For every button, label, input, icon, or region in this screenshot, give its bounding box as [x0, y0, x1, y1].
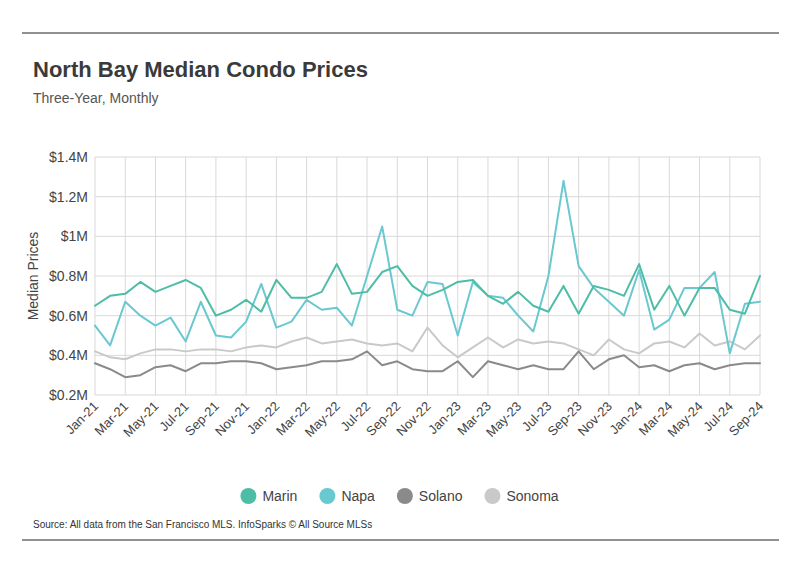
series-line [95, 264, 760, 316]
x-grid-line [729, 157, 730, 395]
y-tick-label: $1.2M [49, 189, 88, 205]
legend-swatch [484, 488, 500, 504]
x-tick-label: May-22 [302, 399, 343, 440]
x-tick-label: Sep-24 [726, 399, 766, 439]
x-grid-line [397, 157, 398, 395]
x-grid-line [246, 157, 247, 395]
x-grid-line [276, 157, 277, 395]
x-grid-line [639, 157, 640, 395]
x-tick-label: Nov-21 [212, 399, 252, 439]
y-tick-label: $1M [61, 228, 88, 244]
x-grid-line [306, 157, 307, 395]
legend-item: Marin [240, 488, 297, 504]
y-axis-label: Median Prices [25, 232, 41, 321]
top-rule [22, 33, 779, 34]
y-tick-label: $0.6M [49, 308, 88, 324]
series-line [95, 181, 760, 354]
subtitle: Three-Year, Monthly [33, 90, 159, 106]
legend-swatch [397, 488, 413, 504]
title: North Bay Median Condo Prices [33, 57, 368, 82]
source-note: Source: All data from the San Francisco … [33, 519, 372, 530]
x-grid-line [457, 157, 458, 395]
x-tick-label: May-24 [664, 399, 705, 440]
series-line [95, 351, 760, 377]
y-tick-label: $0.8M [49, 268, 88, 284]
x-grid-line [487, 157, 488, 395]
chart: North Bay Median Condo Prices Three-Year,… [0, 0, 799, 575]
x-tick-label: May-23 [483, 399, 524, 440]
x-grid-line [336, 157, 337, 395]
legend-item: Napa [319, 488, 375, 504]
legend-swatch [319, 488, 335, 504]
x-tick-label: Nov-22 [393, 399, 433, 439]
x-grid-line [669, 157, 670, 395]
x-tick-label: May-21 [120, 399, 161, 440]
legend: Marin Napa Solano Sonoma [240, 488, 558, 504]
series-line [95, 328, 760, 360]
y-tick-label: $0.2M [49, 387, 88, 403]
background [0, 0, 799, 575]
legend-item: Solano [397, 488, 463, 504]
x-grid-line [185, 157, 186, 395]
bottom-rule [22, 540, 779, 541]
x-grid-line [215, 157, 216, 395]
x-grid-line [95, 157, 96, 395]
x-grid-line [155, 157, 156, 395]
legend-label: Marin [262, 488, 297, 504]
x-grid-line [427, 157, 428, 395]
legend-label: Napa [341, 488, 375, 504]
x-grid-line [699, 157, 700, 395]
legend-label: Sonoma [506, 488, 558, 504]
legend-label: Solano [419, 488, 463, 504]
x-grid-line [518, 157, 519, 395]
legend-item: Sonoma [484, 488, 558, 504]
y-tick-label: $1.4M [49, 149, 88, 165]
y-tick-label: $0.4M [49, 347, 88, 363]
lines [95, 181, 760, 377]
x-tick-label: Nov-23 [575, 399, 615, 439]
x-grid-line [578, 157, 579, 395]
legend-swatch [240, 488, 256, 504]
